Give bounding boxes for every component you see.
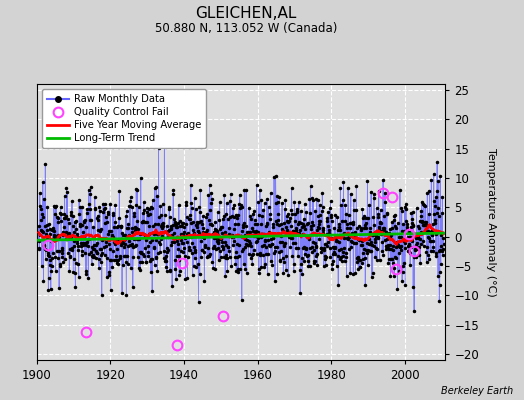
Text: 50.880 N, 113.052 W (Canada): 50.880 N, 113.052 W (Canada) [155, 22, 337, 35]
Legend: Raw Monthly Data, Quality Control Fail, Five Year Moving Average, Long-Term Tren: Raw Monthly Data, Quality Control Fail, … [42, 89, 206, 148]
Text: GLEICHEN,AL: GLEICHEN,AL [195, 6, 297, 21]
Text: Berkeley Earth: Berkeley Earth [441, 386, 514, 396]
Y-axis label: Temperature Anomaly (°C): Temperature Anomaly (°C) [486, 148, 496, 296]
